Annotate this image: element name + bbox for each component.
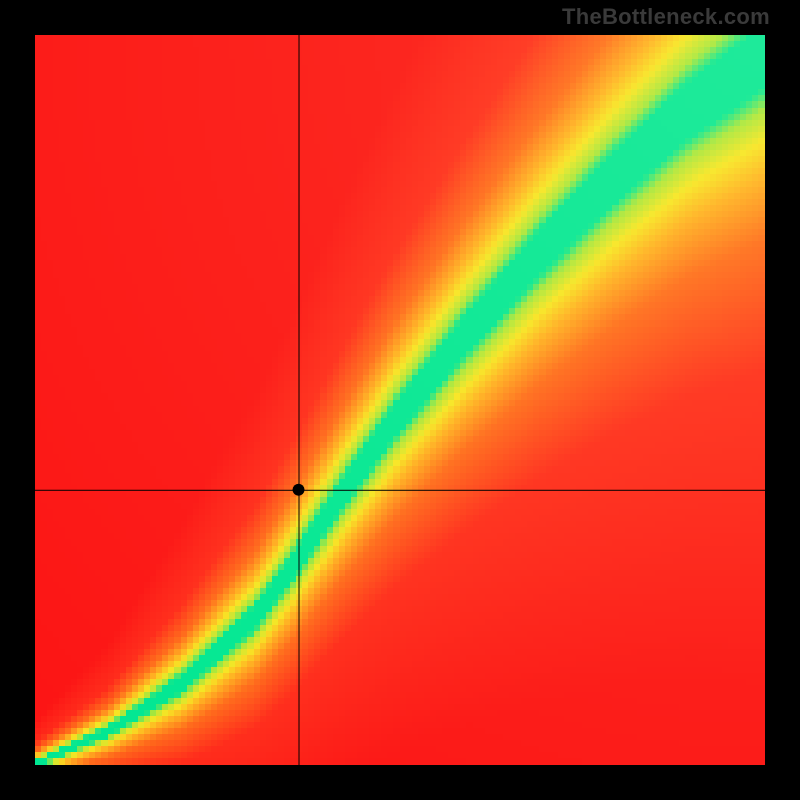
watermark-text: TheBottleneck.com bbox=[562, 4, 770, 30]
bottleneck-heatmap bbox=[35, 35, 765, 765]
heatmap-canvas bbox=[35, 35, 765, 765]
